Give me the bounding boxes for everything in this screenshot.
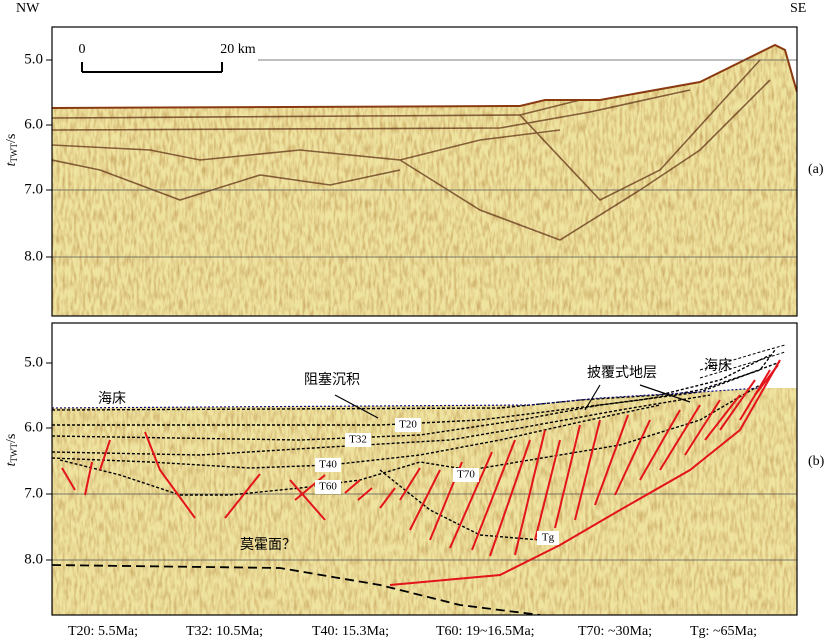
- panel-label: (a): [808, 162, 824, 177]
- panel-label: (b): [808, 454, 825, 469]
- annotation: 莫霍面？: [240, 537, 296, 553]
- y-tick-label: 7.0: [24, 485, 43, 501]
- scale-start: 0: [79, 42, 86, 57]
- y-axis-label: tTWT/s: [4, 134, 19, 167]
- seismic-a: [52, 27, 797, 316]
- legend-item: T20: 5.5Ma;: [68, 624, 138, 639]
- scale-end: 20 km: [220, 42, 256, 57]
- horizon-label: T32: [349, 434, 367, 446]
- annotation: 海床: [704, 358, 732, 374]
- axis-subscript: TWT: [9, 142, 19, 162]
- annotation: 海床: [98, 391, 126, 407]
- y-tick-label: 6.0: [24, 419, 43, 435]
- y-tick-label: 8.0: [24, 248, 43, 264]
- direction-left: NW: [16, 1, 40, 16]
- frame-a: [51, 26, 798, 317]
- annotation: 披覆式地层: [587, 365, 657, 381]
- y-tick-label: 5.0: [24, 51, 43, 67]
- axis-symbol: t: [4, 461, 19, 466]
- seismic-b: [52, 323, 797, 615]
- y-tick-label: 8.0: [24, 551, 43, 567]
- annotation: 阻塞沉积: [304, 371, 360, 388]
- axis-subscript: TWT: [9, 442, 19, 462]
- legend-item: T70: ~30Ma;: [578, 624, 652, 639]
- legend-item: T40: 15.3Ma;: [312, 624, 389, 639]
- legend-item: T60: 19~16.5Ma;: [436, 624, 535, 639]
- y-tick-label: 6.0: [24, 116, 43, 132]
- axes: 5.06.07.08.0tTWT/s(a)5.06.07.08.0tTWT/s(…: [4, 51, 824, 567]
- frame-b: [51, 322, 798, 616]
- legend-item: T32: 10.5Ma;: [186, 624, 263, 639]
- horizon-label: Tg: [542, 532, 555, 544]
- horizon-label: T60: [319, 481, 337, 493]
- legend-item: Tg: ~65Ma;: [690, 624, 757, 639]
- axis-unit: /s: [4, 434, 19, 443]
- y-tick-label: 5.0: [24, 354, 43, 370]
- seafloor-extension: [699, 344, 786, 379]
- scale-bar: [81, 62, 223, 73]
- horizon-label: T40: [319, 459, 337, 471]
- horizon-label: T20: [399, 419, 417, 431]
- horizon-labels: T20 T32 T40 T60 T70 Tg: [315, 418, 559, 545]
- y-tick-label: 7.0: [24, 181, 43, 197]
- horizon-label: T70: [457, 469, 475, 481]
- direction-right: SE: [790, 1, 806, 16]
- axis-symbol: t: [4, 161, 19, 166]
- y-axis-label: tTWT/s: [4, 434, 19, 467]
- axis-unit: /s: [4, 134, 19, 143]
